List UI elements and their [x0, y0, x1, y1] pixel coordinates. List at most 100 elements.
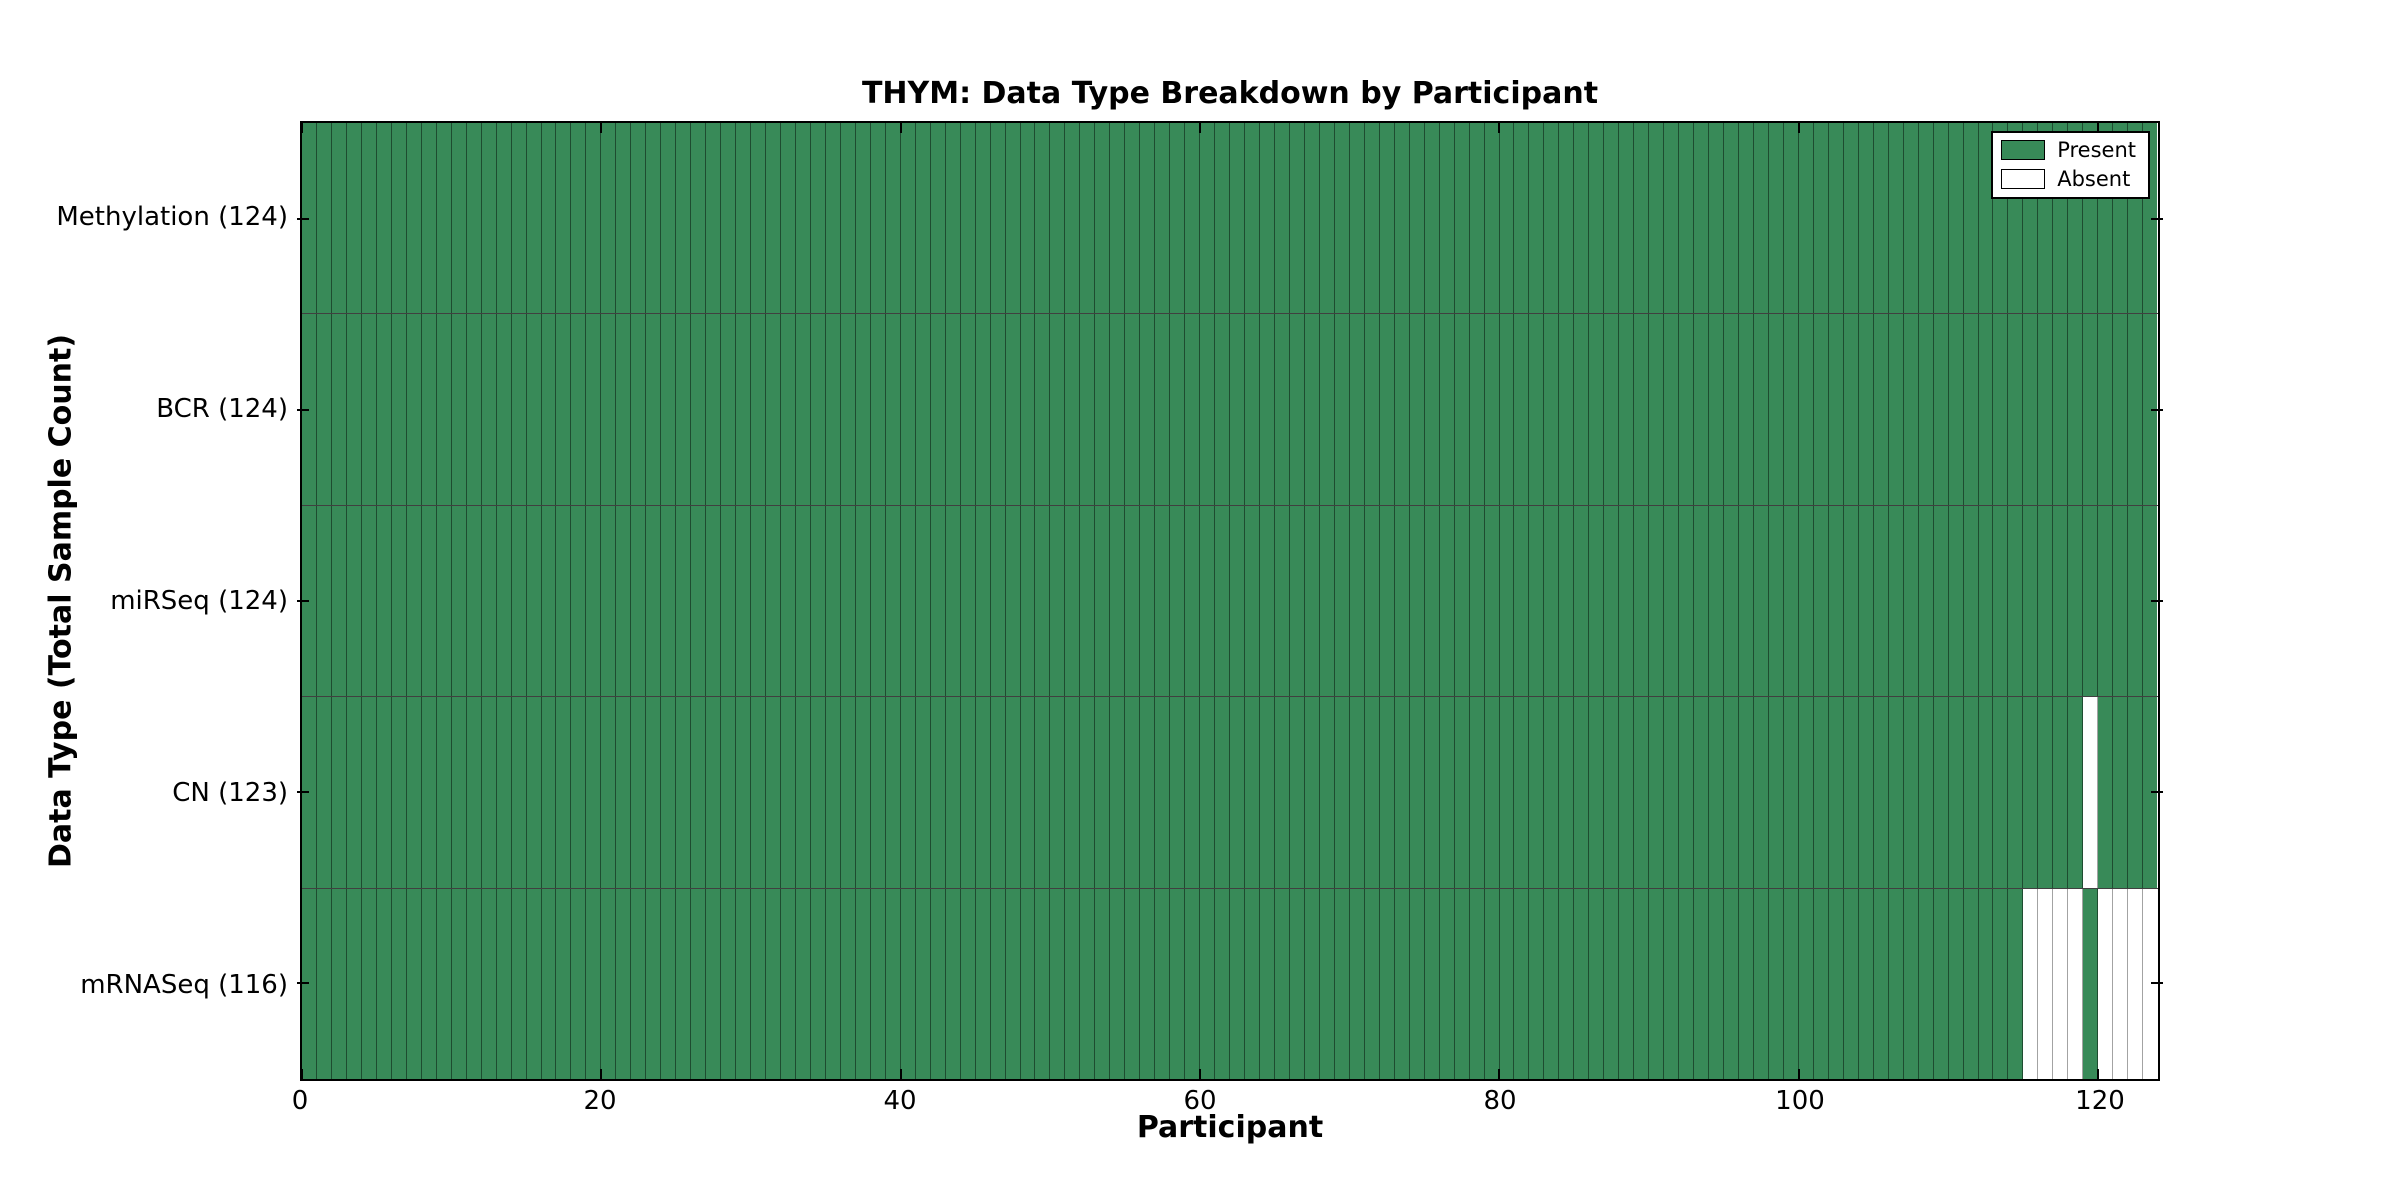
matrix-cell — [2143, 314, 2158, 505]
x-tick-mark — [600, 123, 603, 133]
matrix-cell — [421, 888, 437, 1080]
matrix-cell — [302, 888, 317, 1080]
matrix-cell — [736, 505, 752, 697]
matrix-cell — [1499, 505, 1515, 697]
matrix-cell — [840, 123, 856, 314]
matrix-cell — [1783, 505, 1799, 697]
matrix-cell — [1260, 697, 1275, 888]
matrix-cell — [2113, 888, 2129, 1080]
matrix-cell — [376, 505, 392, 697]
y-tick-mark — [2151, 217, 2163, 220]
matrix-cell — [975, 505, 991, 697]
matrix-cell — [1574, 314, 1590, 505]
matrix-cell — [1065, 697, 1081, 888]
matrix-cell — [526, 314, 542, 505]
matrix-cell — [556, 888, 572, 1080]
legend-swatch-present-icon — [2001, 140, 2046, 160]
y-tick-label-cn: CN (123) — [172, 778, 288, 808]
y-tick-label-bcr: BCR (124) — [156, 394, 288, 424]
matrix-cell — [2083, 314, 2099, 505]
matrix-cell — [1903, 505, 1919, 697]
matrix-cell — [1020, 888, 1036, 1080]
matrix-cell — [1589, 697, 1605, 888]
matrix-cell — [541, 505, 557, 697]
matrix-cell — [1424, 123, 1440, 314]
matrix-cell — [1963, 123, 1979, 314]
matrix-cell — [751, 314, 767, 505]
matrix-cell — [316, 697, 332, 888]
x-tick-mark — [1199, 123, 1202, 133]
matrix-cell — [1469, 314, 1485, 505]
matrix-cell — [1080, 888, 1096, 1080]
matrix-cell — [1005, 314, 1021, 505]
matrix-cell — [1828, 697, 1844, 888]
matrix-cell — [556, 314, 572, 505]
x-tick-label-20: 20 — [583, 1086, 617, 1116]
matrix-cell — [376, 123, 392, 314]
matrix-cell — [855, 697, 871, 888]
matrix-cell — [1948, 314, 1964, 505]
matrix-cell — [406, 123, 422, 314]
matrix-cell — [481, 505, 497, 697]
matrix-cell — [1035, 697, 1051, 888]
matrix-cell — [1963, 314, 1979, 505]
matrix-cell — [1828, 314, 1844, 505]
matrix-cell — [1933, 123, 1949, 314]
matrix-cell — [1245, 505, 1260, 697]
matrix-cell — [1828, 888, 1844, 1080]
matrix-cell — [1798, 314, 1814, 505]
y-tick-mark — [297, 600, 309, 602]
matrix-cell — [810, 123, 826, 314]
matrix-cell — [1484, 697, 1500, 888]
matrix-cell — [1753, 697, 1769, 888]
matrix-cell — [1110, 505, 1126, 697]
x-tick-mark — [600, 1069, 603, 1079]
matrix-cell — [541, 697, 557, 888]
matrix-cell — [1604, 505, 1620, 697]
x-axis-title: Participant — [1136, 1110, 1324, 1145]
matrix-cell — [1065, 505, 1081, 697]
matrix-cell — [1619, 505, 1635, 697]
matrix-cell — [975, 123, 991, 314]
matrix-cell — [915, 123, 931, 314]
matrix-cell — [436, 505, 452, 697]
legend-item-absent: Absent — [2001, 167, 2136, 191]
matrix-cell — [2128, 697, 2144, 888]
matrix-cell — [2143, 888, 2158, 1080]
matrix-cell — [1679, 888, 1695, 1080]
matrix-cell — [781, 697, 796, 888]
matrix-cell — [1035, 123, 1051, 314]
matrix-cell — [526, 123, 542, 314]
matrix-cell — [1484, 505, 1500, 697]
matrix-cell — [676, 888, 692, 1080]
matrix-cell — [2128, 888, 2144, 1080]
matrix-cell — [496, 697, 512, 888]
matrix-cell — [376, 314, 392, 505]
matrix-cell — [2098, 505, 2114, 697]
matrix-cell — [1274, 123, 1290, 314]
matrix-cell — [1978, 697, 1994, 888]
matrix-cell — [915, 314, 931, 505]
matrix-cell — [1349, 123, 1365, 314]
matrix-cell — [1439, 888, 1455, 1080]
matrix-cell — [691, 505, 707, 697]
matrix-cell — [781, 888, 796, 1080]
matrix-cell — [885, 505, 901, 697]
matrix-cell — [1634, 314, 1650, 505]
matrix-cell — [571, 123, 587, 314]
matrix-cell — [496, 888, 512, 1080]
matrix-cell — [1739, 697, 1754, 888]
matrix-cell — [436, 697, 452, 888]
matrix-cell — [1948, 697, 1964, 888]
matrix-cell — [1110, 123, 1126, 314]
matrix-cell — [631, 697, 647, 888]
matrix-cell — [1589, 505, 1605, 697]
matrix-cell — [1499, 888, 1515, 1080]
matrix-cell — [1065, 888, 1081, 1080]
matrix-cell — [1319, 314, 1335, 505]
matrix-cell — [1559, 505, 1575, 697]
matrix-cell — [1289, 697, 1305, 888]
matrix-cell — [1948, 123, 1964, 314]
matrix-cell — [1963, 888, 1979, 1080]
matrix-cell — [990, 505, 1006, 697]
